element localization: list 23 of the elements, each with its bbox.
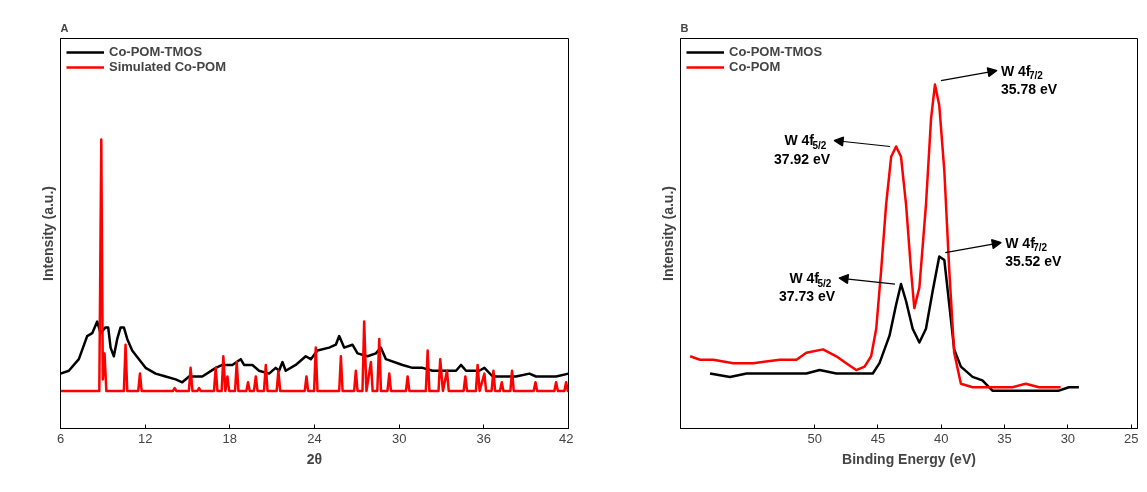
x-tick-label: 50	[807, 430, 822, 446]
y-axis-title: Intensity (a.u.)	[659, 186, 676, 281]
x-tick-label: 24	[307, 430, 322, 446]
x-tick-label: 42	[559, 430, 574, 446]
legend-label: Co-POM	[729, 59, 781, 74]
x-tick-label: 18	[222, 430, 238, 446]
x-tick-label: 30	[1060, 430, 1076, 446]
x-tick-label: 36	[476, 430, 492, 446]
x-tick-label: 45	[870, 430, 886, 446]
x-axis-title: Binding Energy (eV)	[842, 450, 976, 467]
x-tick-label: 25	[1123, 430, 1139, 446]
x-tick-label: 30	[391, 430, 407, 446]
chart-title: A	[60, 21, 69, 34]
legend-label: Simulated Co-POM	[109, 59, 227, 74]
x-tick-label: 35	[997, 430, 1012, 446]
x-tick-label: 12	[137, 430, 153, 446]
legend-label: Co-POM-TMOS	[729, 44, 823, 59]
chart-title: B	[680, 21, 689, 34]
y-axis-title: Intensity (a.u.)	[39, 186, 56, 281]
x-tick-label: 40	[934, 430, 949, 446]
x-axis-title: 2θ	[306, 450, 323, 467]
x-tick-label: 6	[56, 430, 65, 446]
legend-label: Co-POM-TMOS	[109, 44, 203, 59]
